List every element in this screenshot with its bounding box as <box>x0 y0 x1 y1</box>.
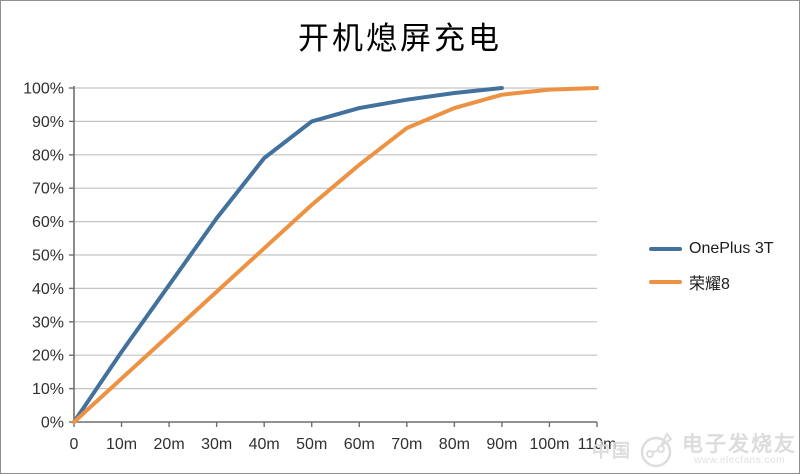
y-tick-label: 30% <box>32 314 64 331</box>
legend-item-honor-8: 荣耀8 <box>649 272 773 293</box>
y-tick-label: 40% <box>32 281 64 298</box>
series-line-oneplus-3t <box>72 86 504 424</box>
legend-item-oneplus-3t: OnePlus 3T <box>649 239 773 259</box>
y-tick-label: 70% <box>32 181 64 198</box>
x-tick-label: 90m <box>486 436 517 453</box>
legend-swatch-honor-8 <box>649 280 682 284</box>
y-tick-label: 50% <box>32 248 64 265</box>
x-tick-label: 110m <box>578 436 617 453</box>
legend-label-honor-8: 荣耀8 <box>689 276 730 293</box>
y-tick-label: 20% <box>32 348 64 365</box>
x-tick-label: 70m <box>391 436 422 453</box>
y-tick-label: 0% <box>41 415 64 432</box>
legend: OnePlus 3T 荣耀8 <box>649 239 773 293</box>
x-tick-label: 60m <box>344 436 375 453</box>
legend-swatch-oneplus-3t <box>649 247 682 251</box>
y-tick-label: 60% <box>32 214 64 231</box>
chart-title: 开机熄屏充电 <box>298 21 502 57</box>
x-tick-label: 50m <box>296 436 327 453</box>
y-tick-label: 100% <box>23 81 64 98</box>
x-tick-label: 80m <box>439 436 470 453</box>
legend-label-oneplus-3t: OnePlus 3T <box>689 240 774 257</box>
y-tick-label: 90% <box>32 114 64 131</box>
y-tick-label: 10% <box>32 381 64 398</box>
x-tick-label: 20m <box>154 436 185 453</box>
x-tick-label: 10m <box>106 436 137 453</box>
x-tick-label: 0 <box>70 436 79 453</box>
y-tick-label: 80% <box>32 147 64 164</box>
series-line-honor-8 <box>72 86 599 424</box>
x-tick-label: 30m <box>201 436 232 453</box>
x-tick-label: 40m <box>249 436 280 453</box>
x-tick-label: 100m <box>529 436 569 453</box>
